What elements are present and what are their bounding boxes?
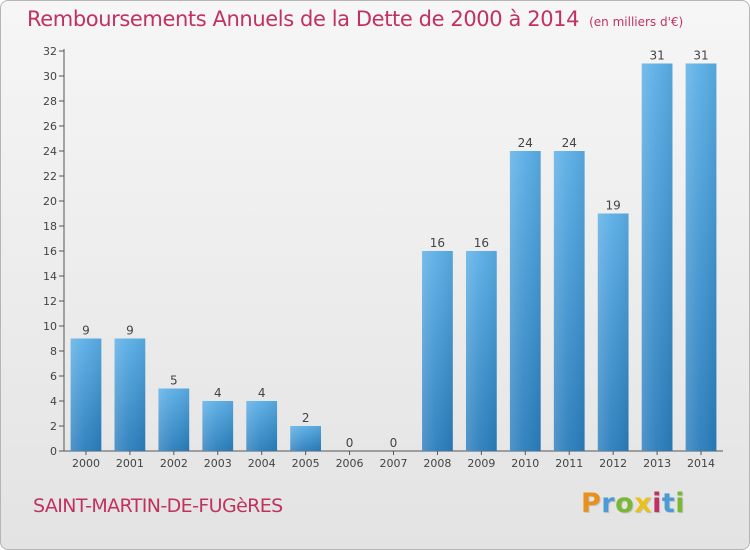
data-label-2012: 19 [606,199,621,213]
chart-title-unit: (en milliers d'€) [589,15,684,29]
y-tick-label: 0 [50,445,57,458]
bar-shine-2000 [70,338,102,451]
logo-letter: o [615,488,635,519]
x-tick-label-2003: 2003 [204,457,232,470]
data-label-2004: 4 [258,386,266,400]
data-label-2005: 2 [302,411,310,425]
data-label-2011: 24 [562,136,577,150]
x-tick-label-2009: 2009 [467,457,495,470]
data-label-2006: 0 [346,436,354,450]
bar-shine-2014 [685,63,717,451]
bar-shine-2001 [114,338,146,451]
y-tick-label: 28 [43,95,57,108]
y-tick-label: 20 [43,195,57,208]
bar-shine-2005 [290,426,322,451]
y-tick-label: 2 [50,420,57,433]
y-tick-label: 10 [43,320,57,333]
bar-shine-2010 [509,151,541,451]
x-tick-label-2014: 2014 [687,457,715,470]
bar-shine-2013 [641,63,673,451]
logo-letter: i [652,488,662,519]
data-label-2001: 9 [126,324,134,338]
x-tick-label-2011: 2011 [555,457,583,470]
x-tick-label-2012: 2012 [599,457,627,470]
bar-shine-2004 [246,401,278,451]
logo-letter: x [634,488,653,519]
x-tick-label-2000: 2000 [72,457,100,470]
data-label-2008: 16 [430,236,445,250]
logo-letter: r [601,488,616,519]
data-label-2003: 4 [214,386,222,400]
x-tick-label-2005: 2005 [292,457,320,470]
logo-letter: t [661,488,676,519]
x-tick-label-2008: 2008 [423,457,451,470]
proxiti-logo[interactable]: Proxiti [581,488,685,519]
data-label-2002: 5 [170,374,178,388]
y-tick-label: 26 [43,120,57,133]
x-tick-label-2010: 2010 [511,457,539,470]
x-axis: 2000 2001 2002 2003 2004 2005 2006 2007 2008 2009… [64,450,723,470]
data-label-2014: 31 [693,49,708,63]
x-tick-label-2007: 2007 [380,457,408,470]
data-label-2010: 24 [518,136,533,150]
y-tick-label: 24 [43,145,57,158]
commune-name: SAINT-MARTIN-DE-FUGèRES [33,495,283,517]
data-label-2009: 16 [474,236,489,250]
data-label-2007: 0 [390,436,398,450]
bar-shine-2009 [465,251,497,451]
y-tick-label: 6 [50,370,57,383]
y-tick-label: 22 [43,170,57,183]
bar-shine-2003 [202,401,234,451]
x-tick-label-2013: 2013 [643,457,671,470]
bars [70,63,717,451]
chart-title-text: Remboursements Annuels de la Dette de 20… [27,7,580,31]
y-tick-label: 8 [50,345,57,358]
data-label-2013: 31 [649,49,664,63]
y-tick-label: 32 [43,45,57,58]
y-tick-label: 4 [50,395,57,408]
x-tick-label-2006: 2006 [336,457,364,470]
bar-shine-2011 [553,151,585,451]
x-tick-label-2004: 2004 [248,457,276,470]
logo-letter: i [675,488,686,519]
bar-shine-2002 [158,388,190,451]
y-tick-label: 14 [43,270,57,283]
y-tick-label: 16 [43,245,57,258]
y-tick-label: 30 [43,70,57,83]
data-labels: 9 9 5 4 4 2 0 0 16 16 24 24 19 31 31 [82,49,709,451]
x-tick-label-2001: 2001 [116,457,144,470]
chart-title: Remboursements Annuels de la Dette de 20… [27,7,683,31]
logo-letter: P [581,488,602,519]
y-tick-label: 18 [43,220,57,233]
bar-shine-2008 [422,251,453,451]
y-tick-label: 12 [43,295,57,308]
x-tick-label-2002: 2002 [160,457,188,470]
bar-shine-2012 [597,213,629,451]
data-label-2000: 9 [82,324,90,338]
